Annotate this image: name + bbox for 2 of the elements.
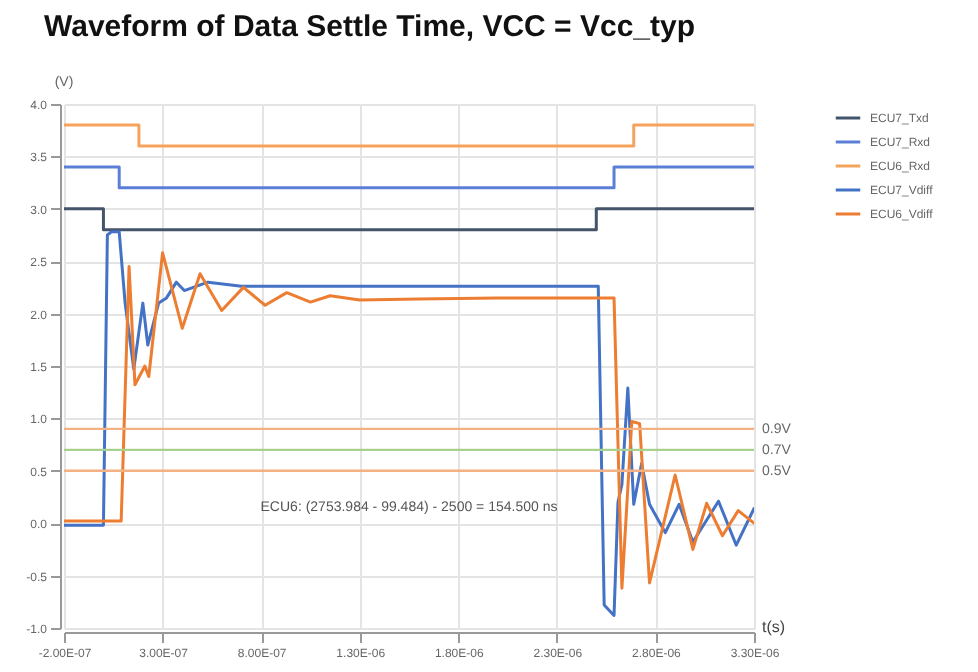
chart-title: Waveform of Data Settle Time, VCC = Vcc_typ bbox=[44, 10, 696, 44]
x-axis-title: t(s) bbox=[762, 618, 786, 636]
